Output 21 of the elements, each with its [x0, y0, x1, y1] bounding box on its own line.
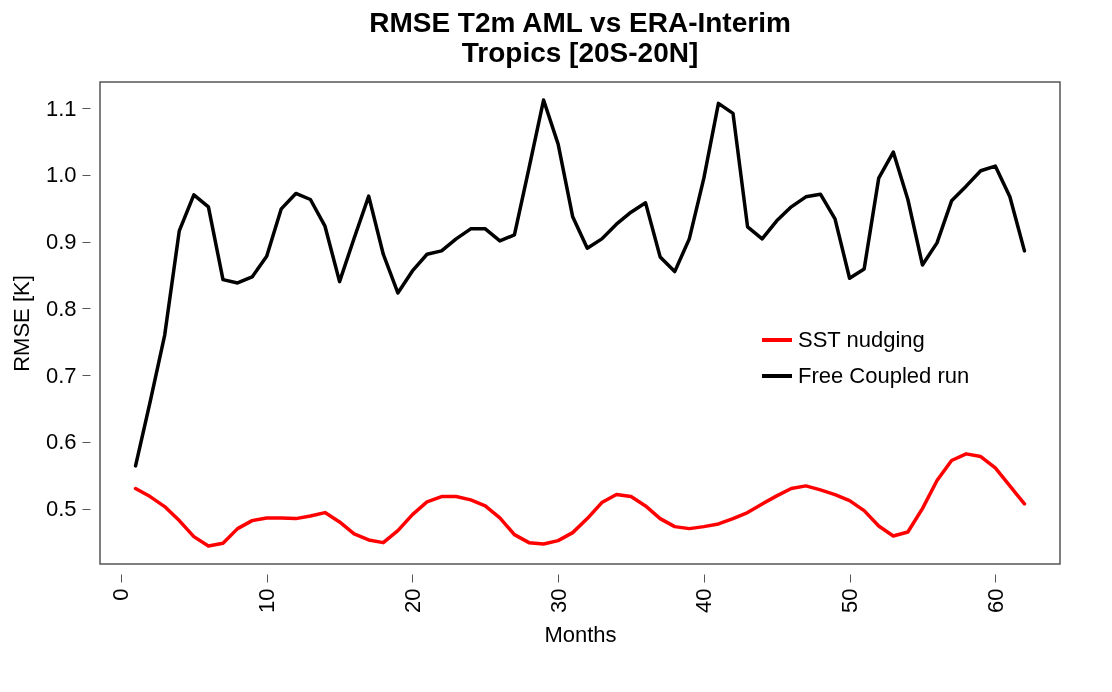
- y-tick-label: 0.5: [45, 496, 77, 522]
- y-axis-title: RMSE [K]: [8, 275, 34, 372]
- legend-label: Free Coupled run: [798, 363, 970, 388]
- x-tick-label: 40: [691, 588, 717, 613]
- y-tick-label: 1.0: [45, 162, 77, 188]
- x-tick-label: 30: [545, 588, 571, 613]
- y-tick-label: 0.7: [45, 362, 77, 388]
- legend-label: SST nudging: [798, 327, 925, 352]
- y-tick-label: 0.9: [45, 229, 77, 255]
- x-tick-label: 0: [108, 588, 134, 601]
- y-tick-label: 1.1: [45, 95, 77, 121]
- chart-title: RMSE T2m AML vs ERA-Interim Tropics [20S-20N]: [369, 7, 791, 68]
- line-series: [133, 98, 1027, 468]
- x-tick-label: 60: [982, 588, 1008, 613]
- x-axis-title: Months: [544, 621, 617, 647]
- x-tick-label: 10: [254, 588, 280, 613]
- y-tick-label: 0.8: [45, 295, 77, 321]
- x-tick-label: 20: [399, 588, 425, 613]
- y-tick-label: 0.6: [45, 429, 77, 455]
- x-tick-label: 50: [837, 588, 863, 613]
- line-series: [133, 452, 1027, 548]
